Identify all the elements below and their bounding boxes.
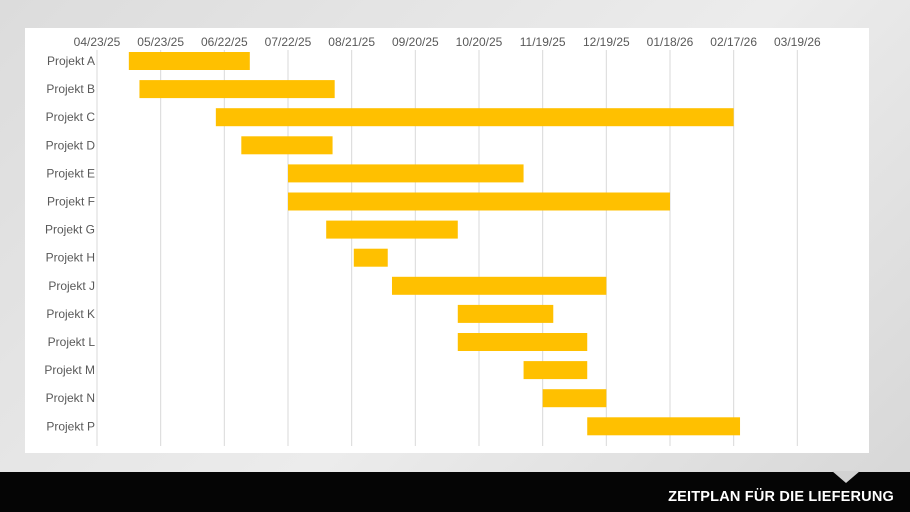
task-bar: [457, 333, 588, 351]
task-bar: [139, 80, 335, 99]
task-bar: [457, 304, 554, 323]
task-bar: [587, 417, 741, 436]
task-label: Projekt B: [46, 82, 95, 96]
x-tick-label: 06/22/25: [201, 35, 248, 49]
task-label: Projekt G: [45, 223, 95, 237]
x-tick-label: 11/19/25: [520, 35, 566, 49]
task-bar: [353, 248, 388, 267]
task-label: Projekt K: [46, 307, 95, 321]
x-tick-label: 07/22/25: [265, 35, 312, 49]
task-label: Projekt M: [44, 363, 95, 377]
footer-notch: [832, 471, 860, 483]
task-label: Projekt H: [46, 251, 95, 265]
task-bar: [288, 192, 670, 211]
task-bar: [215, 108, 734, 127]
task-label: Projekt J: [48, 279, 95, 293]
x-tick-label: 04/23/25: [74, 35, 121, 49]
gantt-chart-panel: 04/23/25 05/23/25 06/22/25 07/22/25 08/21/25…: [25, 28, 869, 453]
x-tick-label: 05/23/25: [137, 35, 184, 49]
x-tick-label: 01/18/26: [647, 35, 694, 49]
x-tick-label: 12/19/25: [583, 35, 630, 49]
x-tick-label: 02/17/26: [710, 35, 757, 49]
task-label: Projekt N: [46, 391, 95, 405]
task-label: Projekt C: [46, 110, 96, 124]
task-bar: [523, 361, 588, 380]
task-bar: [241, 136, 333, 155]
x-tick-label: 08/21/25: [328, 35, 375, 49]
task-label: Projekt E: [46, 166, 95, 180]
gantt-chart: 04/23/25 05/23/25 06/22/25 07/22/25 08/21/25…: [44, 35, 821, 446]
task-bar: [326, 220, 458, 239]
task-label: Projekt A: [47, 54, 95, 68]
x-tick-label: 09/20/25: [392, 35, 439, 49]
footer-bar: ZEITPLAN FÜR DIE LIEFERUNG: [0, 471, 910, 512]
x-axis-ticks: 04/23/25 05/23/25 06/22/25 07/22/25 08/21/25…: [74, 35, 821, 49]
task-label: Projekt D: [46, 138, 96, 152]
task-bars: [128, 52, 741, 436]
x-tick-label: 10/20/25: [456, 35, 503, 49]
task-label: Projekt P: [46, 419, 95, 433]
task-bar: [542, 389, 607, 408]
y-axis-categories: Projekt A Projekt B Projekt C Projekt D Proj…: [44, 54, 95, 433]
task-label: Projekt F: [47, 195, 95, 209]
x-tick-label: 03/19/26: [774, 35, 821, 49]
task-label: Projekt L: [48, 335, 96, 349]
task-bar: [288, 164, 524, 183]
footer-title: ZEITPLAN FÜR DIE LIEFERUNG: [668, 489, 894, 505]
task-bar: [391, 276, 607, 295]
task-bar: [128, 52, 250, 70]
